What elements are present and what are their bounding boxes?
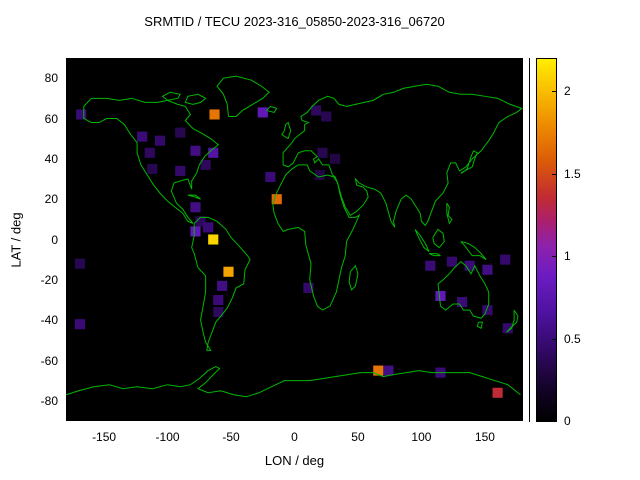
coastline [429,254,440,256]
x-tick-label: 50 [351,430,365,444]
x-tick-label: -150 [92,430,117,444]
coastline [66,367,520,397]
tec-cell [271,194,282,205]
x-tick-label: 0 [291,430,298,444]
tec-cell [317,147,328,158]
colorbar-separator-line [529,58,530,422]
tec-cell [144,147,155,158]
coastline [188,195,201,199]
x-axis-title: LON / deg [264,453,325,468]
tec-cell [217,280,228,291]
x-tick-label: -100 [155,430,180,444]
tec-cell [373,365,384,376]
tec-cell [195,216,206,227]
colorbar-tick-mark [552,91,556,92]
tec-cell [482,264,493,275]
tec-cell [74,319,86,330]
y-tick-label: 80 [44,71,58,86]
coastline [282,123,291,139]
tec-cell [175,165,186,176]
coastline [415,229,429,251]
tec-cell [213,307,224,318]
y-tick-label: -80 [40,393,58,408]
x-tick-label: 150 [474,430,495,444]
colorbar-tick-mark [552,338,556,340]
tec-cell [223,266,234,277]
y-tick-label: 0 [51,232,58,247]
tec-cell [383,365,394,376]
coastline [461,242,486,260]
chart-title: SRMTID / TECU 2023-316_05850-2023-316_06… [144,14,445,29]
colorbar-gradient [536,58,557,422]
tec-cell [311,105,322,116]
coastline [217,76,269,116]
tec-cell [464,260,475,271]
tec-cell [265,171,276,183]
tec-cell [190,226,201,237]
tec-cell [175,127,186,138]
y-tick-label: -40 [40,313,58,328]
tec-cell [446,256,457,267]
tec-cell [154,135,166,146]
y-tick-label: 60 [44,111,58,126]
coastline [349,266,358,290]
coastline [433,229,444,247]
tec-cell [190,145,201,156]
tec-cell [190,202,201,213]
y-tick-label: 20 [44,192,58,207]
tec-cell [435,290,446,302]
y-tick-label: 40 [44,151,58,166]
colorbar-tick-mark [552,256,556,257]
tec-cell [257,107,268,118]
tec-cell [137,131,148,142]
colorbar-tick-label: 1 [564,249,571,263]
world-map-heatmap [66,58,523,421]
coastline [185,94,205,104]
tec-cell [209,109,220,120]
x-tick-label: 100 [411,430,432,444]
coastline [273,165,359,310]
tec-cell [425,260,436,271]
tec-cell [502,323,513,334]
y-tick-label: -60 [40,353,58,368]
colorbar-tick-mark [552,173,556,175]
tec-cell [500,254,511,265]
tec-cell [203,222,214,233]
coastline [477,322,482,328]
tec-cell [208,234,219,245]
colorbar-tick-label: 2 [564,84,571,98]
coastline [84,98,219,223]
colorbar-tick-label: 1.5 [564,166,581,181]
tec-cell [492,387,503,398]
coastline [461,151,478,173]
coastline [438,262,489,318]
coastline [267,106,277,112]
coastline [283,84,522,227]
tec-cell [314,169,325,181]
tec-cell [147,163,158,174]
tec-cell [321,111,332,122]
coastline [162,92,180,100]
tec-cell [303,282,314,293]
coastline [447,203,452,223]
map-plot-area [66,58,523,421]
tec-cell [456,296,468,308]
x-tick-label: -50 [222,430,240,444]
y-tick-label: -20 [40,272,58,287]
colorbar-tick-label: 0.5 [564,331,581,346]
colorbar-tick-label: 0 [564,414,571,428]
tec-cell [76,109,87,120]
tec-cell [74,258,86,269]
tec-cell [200,159,211,170]
tec-cell [213,294,224,306]
coastline [192,217,250,350]
tec-cell [330,153,341,164]
coastline [506,310,517,332]
tec-cell [482,305,493,316]
tec-cell [208,147,219,158]
